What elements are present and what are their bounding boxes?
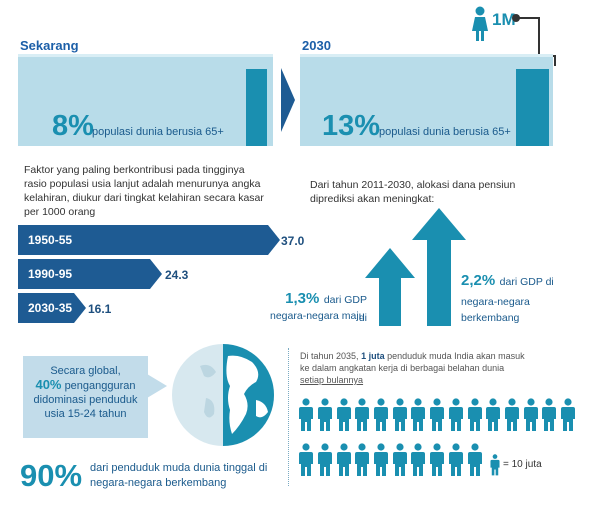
callout-pct: 40% <box>35 377 62 392</box>
person-icon <box>372 443 391 477</box>
unemployment-callout: Secara global, 40% pengangguran didomina… <box>23 356 148 438</box>
people-row-1 <box>297 398 577 432</box>
rate-value-2030: 16.1 <box>88 302 112 316</box>
rate-period: 1990-95 <box>28 267 73 281</box>
rate-row-2030: 2030-35 <box>18 293 86 323</box>
person-icon <box>521 398 540 432</box>
arrow-up-large-icon <box>412 208 466 326</box>
person-icon <box>334 398 353 432</box>
person-icon <box>390 443 409 477</box>
india-text-c: ke dalam angkatan kerja di berbagai bela… <box>300 363 505 373</box>
person-icon <box>465 443 484 477</box>
india-text-d: setiap bulannya <box>300 375 364 385</box>
chevron-right-icon <box>281 68 295 132</box>
person-icon <box>409 398 428 432</box>
globe-icon <box>172 344 274 446</box>
india-text-bold: 1 juta <box>361 351 385 361</box>
developing-pct: 2,2% <box>461 272 496 289</box>
person-icon <box>428 398 447 432</box>
people-row-2 <box>297 443 484 477</box>
arrow-up-small-icon <box>365 248 415 326</box>
rate-value-1990: 24.3 <box>165 268 189 282</box>
person-icon <box>409 443 428 477</box>
person-icon <box>316 398 335 432</box>
person-icon <box>428 443 447 477</box>
person-icon <box>559 398 578 432</box>
person-icon <box>316 443 335 477</box>
pension-intro: Dari tahun 2011-2030, alokasi dana pensi… <box>310 179 516 205</box>
india-text-a: Di tahun 2035, <box>300 351 359 361</box>
person-icon <box>390 398 409 432</box>
rate-row-1990: 1990-95 <box>18 259 162 289</box>
callout-line-pct: 40% pengangguran <box>23 378 148 393</box>
now-bar <box>246 69 267 146</box>
youth-big-text-b: negara-negara berkembang <box>90 477 227 489</box>
developed-gdp: 1,3% dari GDP di <box>283 290 367 326</box>
developed-pct: 1,3% <box>285 290 320 307</box>
developing-text-a: dari GDP di <box>499 276 554 288</box>
developed-text-a: dari GDP di <box>323 294 367 324</box>
person-icon <box>447 398 466 432</box>
birth-rate-description: Faktor yang paling berkontribusi pada ti… <box>24 164 264 218</box>
rate-row-1950: 1950-55 <box>18 225 280 255</box>
india-text-b: penduduk muda India akan masuk <box>387 351 525 361</box>
developing-gdp: 2,2% dari GDP di <box>461 272 554 290</box>
developing-text-c: berkembang <box>461 312 520 324</box>
developed-text-b: negara-negara maju <box>270 310 365 322</box>
person-icon <box>297 398 316 432</box>
person-icon <box>334 443 353 477</box>
rate-value-1950: 37.0 <box>281 234 305 248</box>
person-icon <box>353 443 372 477</box>
youth-big-percent: 90% <box>20 458 83 493</box>
india-text: Di tahun 2035, 1 juta penduduk muda Indi… <box>300 350 560 386</box>
future-text: populasi dunia berusia 65+ <box>379 126 511 138</box>
person-icon <box>353 398 372 432</box>
youth-big-text-a: dari penduduk muda dunia tinggal di <box>90 462 268 474</box>
now-text: populasi dunia berusia 65+ <box>92 126 224 138</box>
now-panel: 8% populasi dunia berusia 65+ <box>18 54 273 146</box>
person-icon <box>540 398 559 432</box>
rate-period: 1950-55 <box>28 233 73 247</box>
future-percent: 13% <box>322 110 381 142</box>
callout-line-b: pengangguran <box>64 380 136 392</box>
legend-text: = 10 juta <box>503 459 542 470</box>
legend-person-icon <box>490 454 500 476</box>
callout-line-a: Secara global, <box>50 365 121 377</box>
rate-period: 2030-35 <box>28 301 73 315</box>
now-heading: Sekarang <box>20 38 79 53</box>
person-icon <box>484 398 503 432</box>
person-icon <box>297 443 316 477</box>
future-bar <box>516 69 549 146</box>
section-divider <box>288 348 289 486</box>
developing-text-b: negara-negara <box>461 296 530 308</box>
top-woman-icon <box>469 6 491 42</box>
person-icon <box>447 443 466 477</box>
future-panel: 13% populasi dunia berusia 65+ <box>300 54 553 146</box>
callout-line-c: didominasi penduduk <box>33 394 138 406</box>
callout-line-d: usia 15-24 tahun <box>44 408 127 420</box>
person-icon <box>372 398 391 432</box>
top-icon-label: 1M <box>492 10 516 29</box>
person-icon <box>465 398 484 432</box>
person-icon <box>503 398 522 432</box>
future-heading: 2030 <box>302 38 331 53</box>
now-percent: 8% <box>52 110 94 142</box>
callout-pointer <box>147 374 167 398</box>
